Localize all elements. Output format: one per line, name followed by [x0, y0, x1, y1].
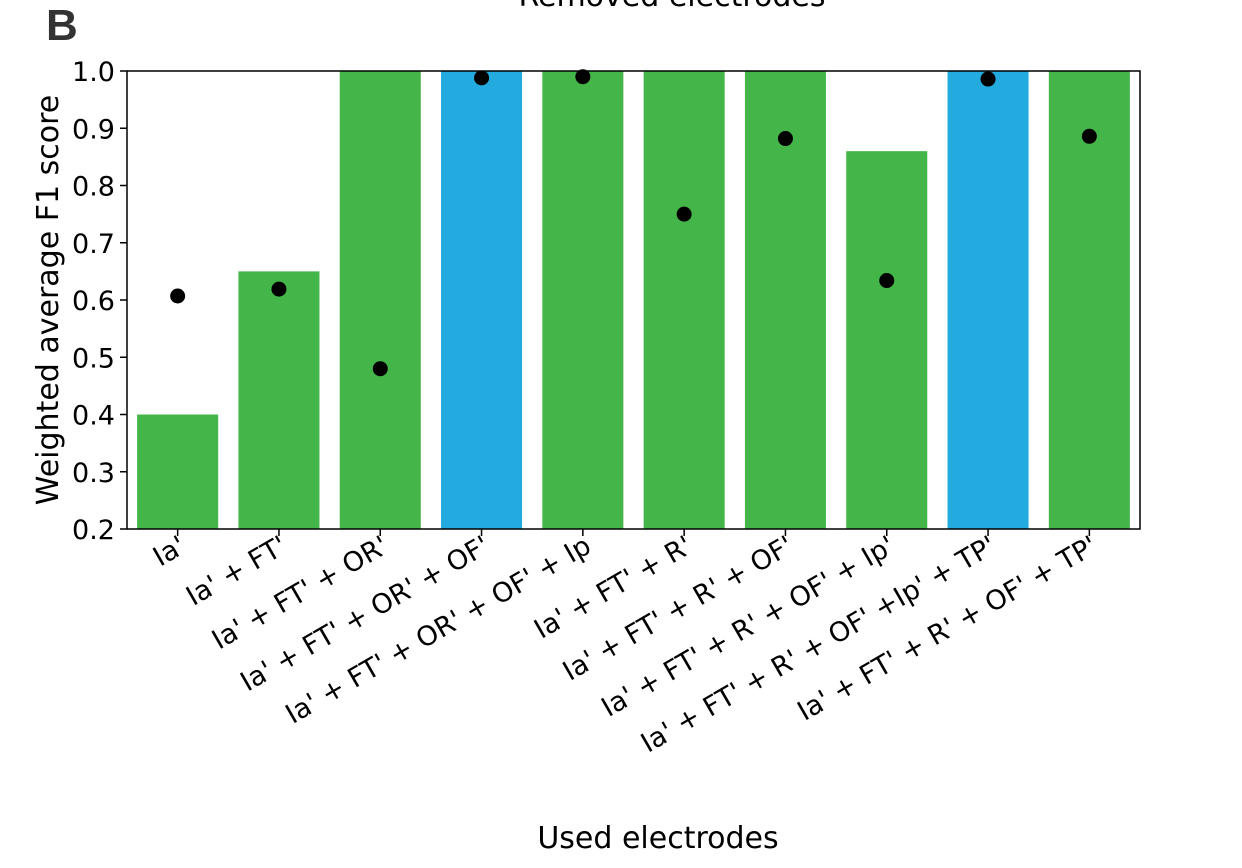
score-dot: [372, 361, 388, 377]
dots-group: [170, 69, 1097, 377]
panel-label: B: [46, 1, 78, 50]
y-axis-title: Weighted average F1 score: [31, 95, 66, 505]
score-dot: [676, 206, 692, 222]
y-tick-label: 0.8: [72, 172, 115, 203]
y-tick-label: 0.5: [72, 343, 115, 374]
y-tick-label: 0.4: [72, 401, 115, 432]
bar: [441, 71, 523, 529]
bar: [947, 71, 1029, 529]
y-tick-label: 0.9: [72, 114, 115, 145]
bar: [643, 71, 725, 529]
y-tick-label: 1.0: [72, 57, 115, 88]
x-axis-title: Used electrodes: [537, 821, 778, 856]
x-tick-label: Ia': [148, 530, 191, 573]
y-tick-label: 0.7: [72, 229, 115, 260]
bars-group: [137, 71, 1130, 529]
y-tick-label: 0.6: [72, 286, 115, 317]
y-tick-label: 0.2: [72, 515, 115, 546]
score-dot: [1081, 128, 1097, 144]
score-dot: [271, 281, 287, 297]
bar: [238, 271, 320, 529]
bar: [137, 414, 219, 529]
score-dot: [980, 71, 996, 87]
score-dot: [879, 273, 895, 289]
score-dot: [170, 288, 186, 304]
score-dot: [777, 131, 793, 147]
chart-top-title: Removed electrodes: [519, 0, 826, 14]
bar: [1048, 71, 1130, 529]
y-tick-label: 0.3: [72, 458, 115, 489]
score-dot: [474, 70, 490, 86]
plot-frame: [126, 70, 1141, 530]
y-axis: 0.2 0.3 0.4 0.5 0.6 0.7 0.8 0.9 1.0: [72, 57, 127, 546]
bar: [744, 71, 826, 529]
x-axis: Ia'Ia' + FT'Ia' + FT' + OR'Ia' + FT' + O…: [148, 529, 1103, 759]
score-dot: [575, 69, 591, 85]
bar: [846, 151, 928, 529]
bar: [339, 71, 421, 529]
bar: [542, 71, 624, 529]
